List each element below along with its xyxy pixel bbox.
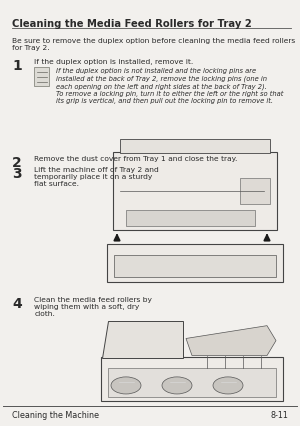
FancyBboxPatch shape [34, 68, 49, 86]
FancyBboxPatch shape [113, 153, 277, 231]
Text: Clean the media feed rollers by
wiping them with a soft, dry
cloth.: Clean the media feed rollers by wiping t… [34, 296, 152, 316]
Polygon shape [186, 326, 276, 356]
FancyBboxPatch shape [101, 357, 283, 401]
FancyBboxPatch shape [107, 244, 283, 282]
Text: 1: 1 [12, 59, 22, 73]
FancyBboxPatch shape [108, 368, 276, 397]
Ellipse shape [111, 377, 141, 394]
Text: Cleaning the Machine: Cleaning the Machine [12, 410, 99, 419]
Ellipse shape [213, 377, 243, 394]
Text: If the duplex option is installed, remove it.: If the duplex option is installed, remov… [34, 59, 194, 65]
Text: 8-11: 8-11 [270, 410, 288, 419]
Text: 4: 4 [12, 296, 22, 310]
Ellipse shape [162, 377, 192, 394]
Text: If the duplex option is not installed and the locking pins are
installed at the : If the duplex option is not installed an… [56, 68, 283, 104]
Text: Remove the dust cover from Tray 1 and close the tray.: Remove the dust cover from Tray 1 and cl… [34, 155, 238, 161]
Text: 3: 3 [12, 166, 22, 180]
FancyBboxPatch shape [126, 210, 255, 226]
Text: Be sure to remove the duplex option before cleaning the media feed rollers
for T: Be sure to remove the duplex option befo… [12, 37, 295, 50]
FancyBboxPatch shape [114, 255, 276, 277]
Text: Cleaning the Media Feed Rollers for Tray 2: Cleaning the Media Feed Rollers for Tray… [12, 19, 252, 29]
Text: 2: 2 [12, 155, 22, 170]
FancyBboxPatch shape [240, 178, 270, 205]
Polygon shape [102, 322, 183, 358]
FancyBboxPatch shape [120, 139, 270, 154]
Text: Lift the machine off of Tray 2 and
temporarily place it on a sturdy
flat surface: Lift the machine off of Tray 2 and tempo… [34, 166, 159, 186]
